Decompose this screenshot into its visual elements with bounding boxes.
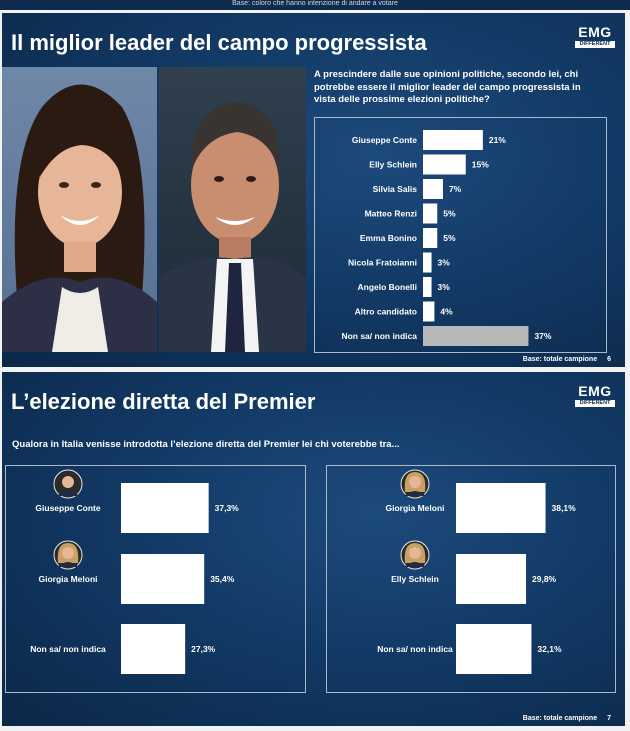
category-label: Giorgia Meloni: [385, 503, 444, 513]
chart-miglior-leader: Giuseppe Conte 21% Elly Schlein 15% Silvia S…: [314, 117, 607, 353]
bar: [456, 624, 532, 674]
bar: [121, 624, 186, 674]
bar: [456, 554, 527, 604]
category-label: Non sa/ non indica: [377, 644, 453, 654]
man-avatar-icon: [53, 469, 83, 499]
category-label: Non sa/ non indica: [341, 331, 417, 341]
bar: [423, 203, 438, 224]
emg-logo: EMG DIFFERENT: [575, 384, 615, 407]
page-number: 7: [607, 715, 611, 722]
base-note: Base: totale campione 6: [523, 356, 611, 363]
portrait-man-illustration: [159, 102, 306, 352]
page-number: 6: [607, 356, 611, 363]
survey-question: A prescindere dalle sue opinioni politic…: [314, 69, 581, 105]
bar: [423, 154, 466, 175]
value-label: 3%: [438, 282, 451, 292]
bar: [423, 301, 435, 322]
bar: [121, 483, 209, 533]
category-label: Elly Schlein: [391, 574, 439, 584]
chart-conte-vs-meloni: Giuseppe Conte 37,3% Giorgia Meloni 35,4% No…: [5, 465, 306, 693]
base-text: Base: totale campione: [522, 715, 598, 722]
value-label: 4%: [440, 307, 453, 317]
portrait-woman-illustration: [2, 84, 157, 352]
bar: [423, 277, 432, 297]
value-label: 5%: [443, 233, 456, 243]
category-label: Silvia Salis: [373, 184, 418, 194]
logo-bottom-text: DIFFERENT: [575, 41, 615, 48]
category-label: Angelo Bonelli: [358, 282, 418, 292]
bar: [423, 179, 443, 199]
portrait-photo-woman: [2, 67, 157, 352]
value-label: 35,4%: [210, 574, 235, 584]
value-label: 38,1%: [552, 503, 577, 513]
bar: [423, 228, 438, 248]
bar-chart-svg: Giorgia Meloni 38,1% Elly Schlein 29,8% Non …: [377, 469, 577, 674]
category-label: Altro candidato: [355, 307, 417, 317]
category-label: Matteo Renzi: [365, 209, 417, 219]
slide-title: Il miglior leader del campo progressista: [11, 30, 427, 55]
value-label: 15%: [472, 160, 489, 170]
logo-bottom-text: DIFFERENT: [575, 400, 615, 407]
category-label: Emma Bonino: [360, 233, 417, 243]
slide-elezione-premier: L’elezione diretta del Premier EMG DIFFE…: [2, 372, 625, 726]
slide-leader-progressista: Il miglior leader del campo progressista…: [2, 13, 625, 367]
base-text: Base: totale campione: [522, 356, 598, 363]
value-label: 32,1%: [537, 644, 562, 654]
woman-avatar-icon: [400, 469, 430, 499]
bar: [423, 252, 432, 273]
bar-chart-svg: Giuseppe Conte 21% Elly Schlein 15% Silvia S…: [341, 130, 552, 346]
bar: [456, 483, 546, 533]
value-label: 7%: [449, 184, 462, 194]
slide-title: L’elezione diretta del Premier: [11, 389, 316, 414]
base-note: Base: totale campione 7: [523, 715, 611, 722]
chart-meloni-vs-schlein: Giorgia Meloni 38,1% Elly Schlein 29,8% Non …: [326, 465, 616, 693]
top-strip-text: Base: coloro che hanno intenzione di and…: [232, 0, 398, 7]
survey-question: Qualora in Italia venisse introdotta l’e…: [12, 439, 400, 450]
value-label: 21%: [489, 135, 506, 145]
portrait-photo-man: [159, 67, 306, 352]
value-label: 37%: [534, 331, 551, 341]
category-label: Elly Schlein: [369, 160, 417, 170]
logo-top-text: EMG: [578, 24, 612, 40]
bar: [423, 326, 529, 346]
category-label: Nicola Fratoianni: [348, 258, 417, 268]
bar-chart-svg: Giuseppe Conte 37,3% Giorgia Meloni 35,4% No…: [30, 469, 240, 674]
top-strip: Base: coloro che hanno intenzione di and…: [0, 0, 630, 10]
category-label: Giuseppe Conte: [35, 503, 100, 513]
category-label: Giuseppe Conte: [352, 135, 417, 145]
bar: [121, 554, 205, 604]
value-label: 27,3%: [191, 644, 216, 654]
bar: [423, 130, 483, 150]
category-label: Giorgia Meloni: [38, 574, 97, 584]
logo-top-text: EMG: [578, 383, 612, 399]
woman-avatar-icon: [53, 540, 83, 570]
value-label: 5%: [443, 209, 456, 219]
woman-avatar-icon: [400, 540, 430, 570]
emg-logo: EMG DIFFERENT: [575, 25, 615, 48]
value-label: 29,8%: [532, 574, 557, 584]
value-label: 3%: [438, 258, 451, 268]
category-label: Non sa/ non indica: [30, 644, 106, 654]
value-label: 37,3%: [215, 503, 240, 513]
